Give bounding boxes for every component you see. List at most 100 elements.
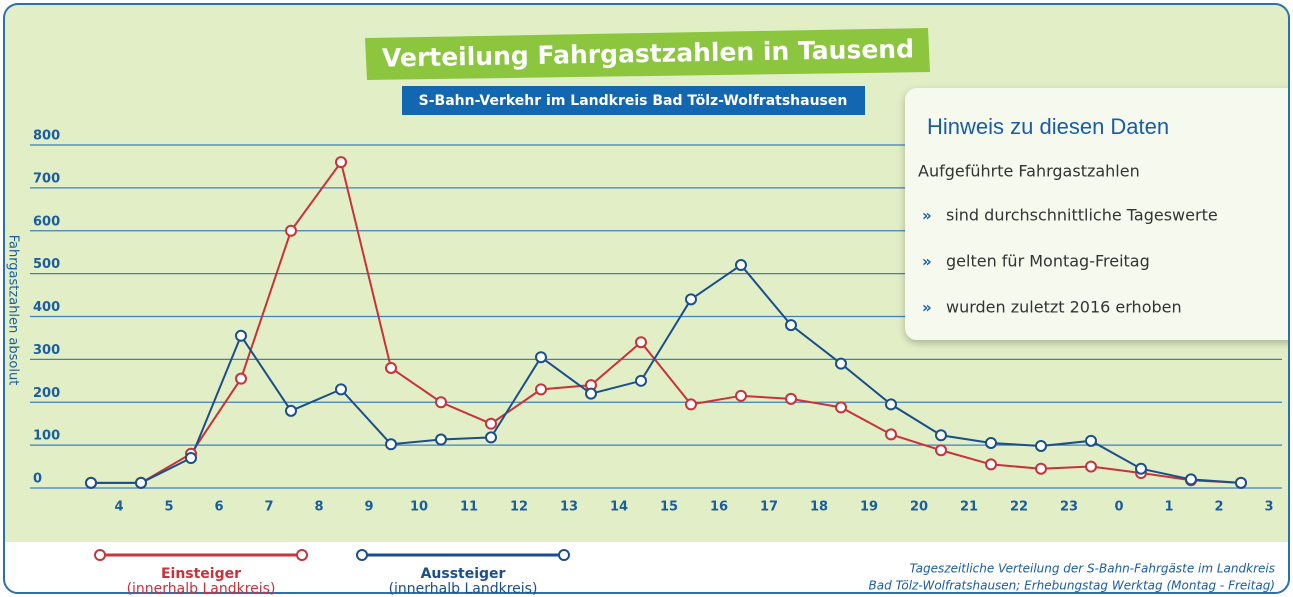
note-title: Hinweis zu diesen Daten (927, 114, 1169, 139)
border (3, 3, 1290, 594)
x-tick-label: 18 (810, 500, 828, 515)
title-banner (365, 28, 930, 80)
marker (335, 156, 347, 169)
marker (185, 451, 197, 464)
marker (1085, 434, 1097, 447)
y-tick-label: 100 (33, 429, 60, 444)
x-tick-label: 3 (1264, 500, 1273, 515)
marker (785, 392, 797, 405)
marker (485, 417, 497, 430)
legend-label: Aussteiger (421, 566, 506, 582)
marker (835, 357, 847, 370)
marker (885, 428, 897, 441)
x-tick-label: 15 (660, 500, 678, 515)
marker (535, 351, 547, 364)
x-tick-label: 19 (860, 500, 878, 515)
x-tick-label: 6 (214, 500, 223, 515)
x-tick-label: 1 (1164, 500, 1173, 515)
x-tick-label: 12 (510, 500, 528, 515)
note-bullet: » (922, 207, 932, 225)
marker (435, 396, 447, 409)
marker (835, 401, 847, 414)
marker (685, 293, 697, 306)
marker (685, 398, 697, 411)
footnote-line: Bad Tölz-Wolfratshausen; Erhebungstag We… (869, 579, 1275, 593)
marker (335, 383, 347, 396)
x-tick-label: 21 (960, 500, 978, 515)
x-tick-label: 23 (1060, 500, 1078, 515)
marker (635, 374, 647, 387)
x-tick-label: 9 (364, 500, 373, 515)
x-tick-label: 2 (1214, 500, 1223, 515)
y-tick-label: 600 (33, 214, 60, 229)
x-tick-label: 4 (114, 500, 123, 515)
marker (235, 329, 247, 342)
legend: Einsteiger (innerhalb Landkreis)Aussteige… (94, 549, 570, 597)
legend-note: (innerhalb Landkreis) (389, 581, 538, 597)
marker (135, 476, 147, 489)
x-tick-label: 7 (264, 500, 273, 515)
marker (885, 398, 897, 411)
chart-subtitle: S-Bahn-Verkehr im Landkreis Bad Tölz-Wol… (419, 93, 848, 109)
marker (1135, 462, 1147, 475)
marker (735, 259, 747, 272)
line (91, 263, 1242, 484)
marker (935, 444, 947, 457)
x-tick-label: 17 (760, 500, 778, 515)
x-tick-label: 8 (314, 500, 323, 515)
note-box (905, 88, 1289, 340)
x-tick-label: 0 (1114, 500, 1123, 515)
note-bullet: » (922, 253, 932, 271)
marker (985, 458, 997, 471)
legend-marker (296, 549, 308, 561)
marker (735, 389, 747, 402)
marker (785, 319, 797, 332)
marker (985, 436, 997, 449)
marker (535, 383, 547, 396)
note-intro: Aufgeführte Fahrgastzahlen (918, 162, 1140, 181)
line (91, 159, 1242, 484)
marker (585, 387, 597, 400)
y-tick-label: 0 (33, 472, 42, 487)
y-axis-label: Fahrgastzahlen absolut (6, 235, 21, 386)
x-tick-label: 11 (460, 500, 478, 515)
note-box-bg (905, 88, 1289, 340)
marker (85, 476, 97, 489)
note-item: sind durchschnittliche Tageswerte (946, 206, 1218, 225)
legend-marker (94, 549, 106, 561)
y-tick-label: 700 (33, 171, 60, 186)
marker (1185, 473, 1197, 486)
x-tick-label: 13 (560, 500, 578, 515)
footnote-line: Tageszeitliche Verteilung der S-Bahn-Fah… (910, 562, 1275, 576)
marker (285, 224, 297, 237)
x-tick-label: 5 (164, 500, 173, 515)
legend-label: Einsteiger (161, 566, 241, 582)
marker (1035, 462, 1047, 475)
note-item: gelten für Montag-Freitag (946, 252, 1150, 271)
y-tick-label: 200 (33, 386, 60, 401)
note-items: » sind durchschnittliche Tageswerte » gelte… (922, 206, 1218, 317)
marker (285, 404, 297, 417)
marker (385, 361, 397, 374)
y-tick-label: 500 (33, 257, 60, 272)
x-tick-label: 22 (1010, 500, 1028, 515)
marker (385, 438, 397, 451)
footnote: Tageszeitliche Verteilung der S-Bahn-Fah… (869, 562, 1275, 593)
x-tick-label: 14 (610, 500, 628, 515)
x-tick-label: 20 (910, 500, 928, 515)
marker (1035, 439, 1047, 452)
marker (235, 372, 247, 385)
marker (435, 433, 447, 446)
y-tick-label: 300 (33, 343, 60, 358)
y-tick-label: 800 (33, 129, 60, 144)
marker (635, 336, 647, 349)
legend-marker (356, 549, 368, 561)
marker (935, 429, 947, 442)
marker (1235, 476, 1247, 489)
x-tick-label: 10 (410, 500, 428, 515)
marker (485, 431, 497, 444)
note-bullet: » (922, 299, 932, 317)
note-item: wurden zuletzt 2016 erhoben (946, 298, 1182, 317)
